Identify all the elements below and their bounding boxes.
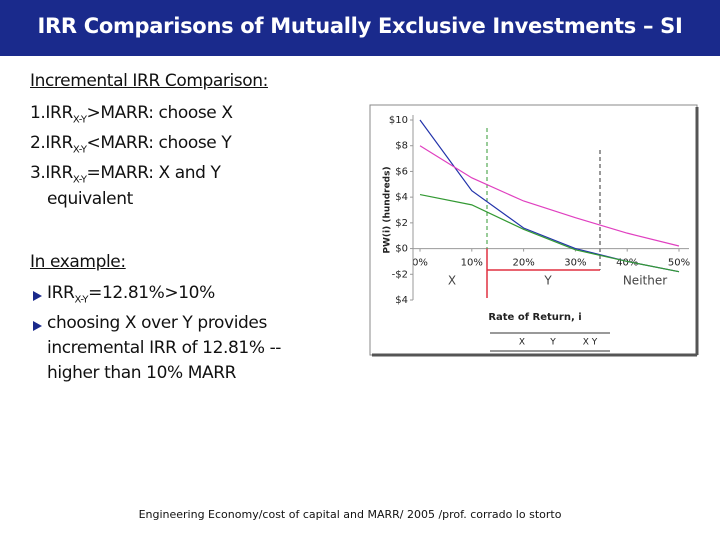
bullet-item: choosing X over Y provides (47, 313, 267, 333)
x-tick-label: 0% (412, 258, 428, 269)
bullet (33, 321, 42, 331)
text: =12.81%>10% (88, 283, 215, 303)
text: 3.IRR (30, 163, 73, 183)
y-tick-label: $0 (395, 244, 408, 255)
y-tick-label: -$2 (392, 269, 408, 280)
annotation: Neither (623, 274, 667, 288)
subscript: X-Y (72, 144, 87, 156)
text: 2.IRR (30, 133, 73, 153)
bullet (33, 291, 42, 301)
legend-label: X Y (583, 338, 598, 348)
bullet-item: incremental IRR of 12.81% -- (47, 338, 282, 358)
y-tick-label: $4 (395, 295, 408, 306)
legend-label: Y (549, 338, 556, 348)
text: 1.IRR (30, 103, 73, 123)
item: 3.IRRX-Y=MARR: X and Y (30, 163, 221, 185)
y-axis-label: PW(i) (hundreds) (383, 166, 393, 253)
series-line (419, 145, 680, 247)
subscript: X-Y (72, 174, 87, 186)
x-tick-label: 20% (512, 258, 534, 269)
title-bar (0, 0, 720, 56)
bullet-item: IRRX-Y=12.81%>10% (47, 283, 215, 305)
y-tick-label: $10 (389, 115, 408, 126)
heading: In example: (30, 252, 126, 272)
x-tick-label: 50% (668, 258, 690, 269)
title: IRR Comparisons of Mutually Exclusive In… (37, 14, 683, 38)
item-continued: equivalent (47, 189, 133, 209)
bullet-item: higher than 10% MARR (47, 363, 237, 383)
x-tick-label: 30% (564, 258, 586, 269)
y-tick-label: $6 (395, 166, 408, 177)
y-tick-label: $2 (395, 218, 408, 229)
x-tick-label: 10% (461, 258, 483, 269)
text: =MARR: X and Y (86, 163, 221, 183)
subscript: X-Y (72, 114, 87, 126)
chart-frame (369, 104, 698, 356)
x-axis-label: Rate of Return, i (488, 312, 581, 323)
annotation: X (448, 274, 456, 288)
legend-label: X (519, 338, 525, 348)
footer: Engineering Economy/cost of capital and … (138, 508, 562, 521)
text: >MARR: choose X (86, 103, 233, 123)
y-tick-label: $4 (395, 192, 408, 203)
y-tick-label: $8 (395, 141, 408, 152)
item: 1.IRRX-Y>MARR: choose X (30, 103, 233, 125)
text: IRR (47, 283, 75, 303)
series-line (419, 193, 680, 273)
subscript: X-Y (74, 294, 89, 306)
heading: Incremental IRR Comparison: (30, 71, 268, 91)
x-tick-label: 40% (616, 258, 638, 269)
annotation: Y (543, 274, 552, 288)
text: <MARR: choose Y (86, 133, 232, 153)
item: 2.IRRX-Y<MARR: choose Y (30, 133, 232, 156)
